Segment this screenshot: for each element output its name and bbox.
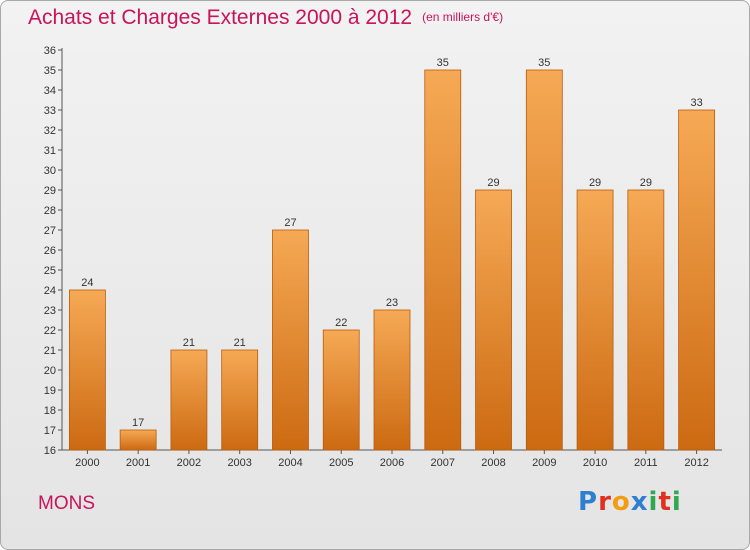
y-tick-label: 31 xyxy=(44,145,56,157)
y-tick-label: 17 xyxy=(44,425,56,437)
x-tick-label-2004: 2004 xyxy=(278,457,302,469)
y-tick-label: 33 xyxy=(44,105,56,117)
data-label-2009: 35 xyxy=(538,57,550,69)
data-label-2000: 24 xyxy=(81,277,93,289)
x-tick-label-2008: 2008 xyxy=(481,457,505,469)
data-label-2003: 21 xyxy=(234,337,246,349)
bar-2010 xyxy=(576,189,614,451)
logo-letter: t xyxy=(658,487,672,517)
y-tick-label: 18 xyxy=(44,405,56,417)
bar-2008 xyxy=(475,189,512,451)
bars xyxy=(68,69,716,451)
bar-2005 xyxy=(322,329,360,451)
data-label-2006: 23 xyxy=(386,297,398,309)
x-tick-labels: 2000 2001 2002 2003 2004 2005 2006 2007 2008 2009… xyxy=(75,457,709,469)
x-tick-label-2011: 2011 xyxy=(634,457,658,469)
data-label-2005: 22 xyxy=(335,317,347,329)
logo-letter: o xyxy=(611,487,631,517)
data-label-2011: 29 xyxy=(640,177,652,189)
x-tick-label-2012: 2012 xyxy=(684,457,708,469)
y-tick-label: 25 xyxy=(44,265,56,277)
y-tick-label: 35 xyxy=(44,65,56,77)
y-tick-label: 34 xyxy=(44,85,56,97)
chart-title-text: Achats et Charges Externes 2000 à 2012 xyxy=(28,6,413,29)
data-label-2007: 35 xyxy=(437,57,449,69)
bar-2009 xyxy=(525,69,563,451)
bar-2012 xyxy=(678,109,716,451)
y-tick-label: 36 xyxy=(44,45,56,57)
data-label-2010: 29 xyxy=(589,177,601,189)
y-tick-label: 22 xyxy=(44,325,56,337)
bar-2007 xyxy=(424,69,462,451)
data-label-2012: 33 xyxy=(690,97,702,109)
y-tick-label: 30 xyxy=(44,165,56,177)
bar-2003 xyxy=(221,349,259,451)
chart-title: Achats et Charges Externes 2000 à 2012 (e… xyxy=(28,6,503,30)
logo-letter: P xyxy=(578,487,599,517)
data-labels: 24 17 21 21 27 22 23 35 29 35 29 29 33 xyxy=(81,57,702,429)
data-label-2004: 27 xyxy=(284,217,296,229)
logo-letter: r xyxy=(598,487,612,517)
proxiti-logo: Proxiti xyxy=(578,487,682,517)
x-tick-label-2003: 2003 xyxy=(227,457,251,469)
bar-2011 xyxy=(627,189,665,451)
x-tick-label-2006: 2006 xyxy=(380,457,404,469)
y-tick-label: 19 xyxy=(44,385,56,397)
y-tick-label: 27 xyxy=(44,225,56,237)
chart-subtitle: (en milliers d'€) xyxy=(422,10,504,24)
logo-letter: x xyxy=(630,487,649,517)
data-label-2002: 21 xyxy=(183,337,195,349)
y-tick-label: 20 xyxy=(44,365,56,377)
city-name: MONS xyxy=(38,493,95,514)
data-label-2008: 29 xyxy=(487,177,499,189)
bar-2001 xyxy=(119,429,157,451)
x-tick-label-2005: 2005 xyxy=(329,457,353,469)
y-tick-label: 32 xyxy=(44,125,56,137)
x-tick-label-2001: 2001 xyxy=(126,457,150,469)
data-label-2001: 17 xyxy=(132,417,144,429)
x-tick-label-2000: 2000 xyxy=(75,457,99,469)
y-tick-label: 16 xyxy=(44,445,56,457)
bar-2000 xyxy=(68,289,106,451)
y-tick-labels: 16 17 18 19 20 21 22 23 24 25 26 27 28 29 30 31 32 33 34 35… xyxy=(44,45,56,457)
logo-letter: i xyxy=(648,487,659,517)
bar-2004 xyxy=(272,229,309,451)
y-tick-label: 24 xyxy=(44,285,56,297)
bar-2006 xyxy=(373,309,411,451)
x-tick-label-2002: 2002 xyxy=(177,457,201,469)
y-tick-label: 23 xyxy=(44,305,56,317)
x-tick-label-2007: 2007 xyxy=(431,457,455,469)
y-tick-label: 26 xyxy=(44,245,56,257)
x-tick-label-2010: 2010 xyxy=(583,457,607,469)
bar-2002 xyxy=(170,349,208,451)
x-tick-label-2009: 2009 xyxy=(532,457,556,469)
y-tick-label: 28 xyxy=(44,205,56,217)
y-tick-label: 29 xyxy=(44,185,56,197)
logo-letter: i xyxy=(671,487,682,517)
y-tick-label: 21 xyxy=(44,345,56,357)
